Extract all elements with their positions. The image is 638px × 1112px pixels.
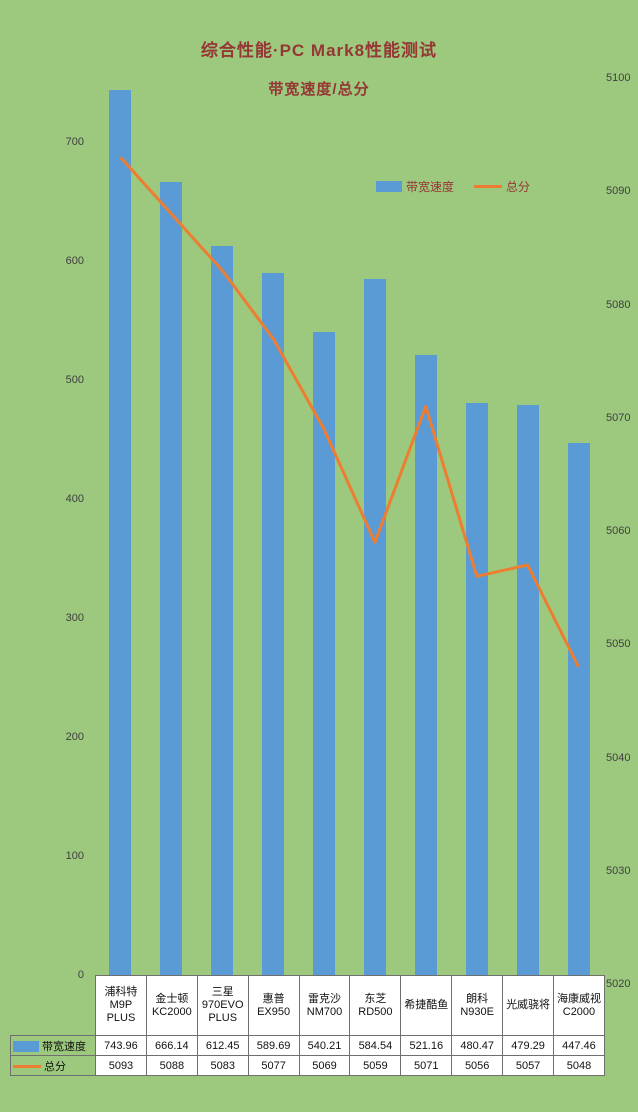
bandwidth-bar-swatch-icon — [376, 181, 402, 192]
score-value-cell: 5088 — [145, 1055, 198, 1076]
score-value-cell: 5071 — [400, 1055, 453, 1076]
bandwidth-value-cell: 666.14 — [145, 1035, 198, 1056]
score-value-cell: 5093 — [95, 1055, 147, 1076]
score-swatch-icon — [13, 1065, 41, 1069]
bandwidth-value-cell: 521.16 — [400, 1035, 453, 1056]
right-axis-tick-label: 5020 — [606, 978, 631, 990]
bandwidth-value-cell: 589.69 — [247, 1035, 300, 1056]
chart-legend: 带宽速度 总分 — [376, 178, 530, 195]
bandwidth-value-cell: 447.46 — [553, 1035, 605, 1056]
chart-subtitle: 带宽速度/总分 — [268, 81, 370, 98]
category-header-cell: 三星 970EVO PLUS — [196, 975, 249, 1036]
category-header-cell: 浦科特 M9P PLUS — [95, 975, 147, 1036]
right-axis-tick-label: 5030 — [606, 864, 631, 877]
score-line — [119, 156, 580, 668]
left-axis-tick-label: 300 — [65, 612, 84, 624]
data-table: 浦科特 M9P PLUS 金士顿 KC2000 三星 970EVO PLUS 惠普 E… — [10, 975, 605, 1076]
bandwidth-row-label: 带宽速度 — [42, 1040, 86, 1053]
legend-item-score: 总分 — [474, 178, 530, 195]
bandwidth-value-cell: 584.54 — [349, 1035, 402, 1056]
score-value-cell: 5077 — [247, 1055, 300, 1076]
legend-item-bandwidth: 带宽速度 — [376, 178, 454, 195]
bandwidth-bar — [363, 279, 386, 975]
bandwidth-value-cell: 540.21 — [298, 1035, 351, 1056]
bandwidth-swatch-icon — [13, 1041, 39, 1053]
left-axis-tick-label: 600 — [65, 255, 84, 267]
right-axis-tick-label: 5040 — [606, 751, 631, 764]
category-header-cell: 光威骁将 — [502, 975, 555, 1036]
right-axis-tick-label: 5080 — [606, 298, 631, 311]
bandwidth-value-cell: 743.96 — [95, 1035, 147, 1056]
score-value-cell: 5057 — [502, 1055, 555, 1076]
bandwidth-bar — [516, 404, 539, 975]
category-header-cell: 雷克沙 NM700 — [298, 975, 351, 1036]
category-header-cell: 海康威视 C2000 — [553, 975, 605, 1036]
legend-label-bandwidth: 带宽速度 — [406, 180, 455, 194]
category-header-cell: 金士顿 KC2000 — [145, 975, 198, 1036]
category-header-cell: 惠普 EX950 — [247, 975, 300, 1036]
right-axis-tick-label: 5100 — [606, 72, 631, 84]
chart-title: 综合性能·PC Mark8性能测试 — [200, 41, 438, 60]
category-header-cell: 希捷酷鱼 — [400, 975, 453, 1036]
left-axis-tick-label: 700 — [65, 136, 84, 148]
bandwidth-legend-key-cell: 带宽速度 — [10, 1035, 96, 1056]
bandwidth-bar — [567, 442, 590, 975]
left-axis-tick-label: 100 — [65, 850, 84, 862]
score-value-cell: 5069 — [298, 1055, 351, 1076]
right-axis-tick-label: 5070 — [606, 411, 631, 424]
right-axis-tick-label: 5060 — [606, 525, 631, 537]
bandwidth-value-cell: 479.29 — [502, 1035, 555, 1056]
bandwidth-bar — [262, 273, 285, 975]
right-axis-tick-label: 5090 — [606, 185, 631, 198]
left-axis-tick-label: 400 — [65, 493, 84, 505]
left-axis-tick-label: 200 — [65, 731, 84, 743]
legend-label-score: 总分 — [506, 180, 531, 194]
bandwidth-bar — [465, 403, 488, 975]
category-header-cell: 东芝 RD500 — [349, 975, 402, 1036]
score-line-swatch-icon — [474, 185, 503, 188]
right-axis-tick-label: 5050 — [606, 638, 631, 651]
left-axis-tick-label: 500 — [65, 374, 84, 386]
bandwidth-bar — [414, 354, 437, 975]
bandwidth-value-cell: 612.45 — [196, 1035, 249, 1056]
bandwidth-bar — [211, 246, 234, 975]
bandwidth-bar — [160, 182, 183, 975]
category-header-cell: 朗科 N930E — [451, 975, 504, 1036]
score-value-cell: 5056 — [451, 1055, 504, 1076]
bandwidth-bar — [109, 89, 132, 975]
score-legend-key-cell: 总分 — [10, 1055, 96, 1076]
table-corner-cell — [11, 976, 96, 1036]
score-value-cell: 5048 — [553, 1055, 605, 1076]
score-value-cell: 5059 — [349, 1055, 402, 1076]
bandwidth-value-cell: 480.47 — [451, 1035, 504, 1056]
left-axis-tick-label: 0 — [77, 969, 84, 981]
bandwidth-bar — [313, 332, 336, 975]
score-row-label: 总分 — [44, 1060, 66, 1073]
score-value-cell: 5083 — [196, 1055, 249, 1076]
